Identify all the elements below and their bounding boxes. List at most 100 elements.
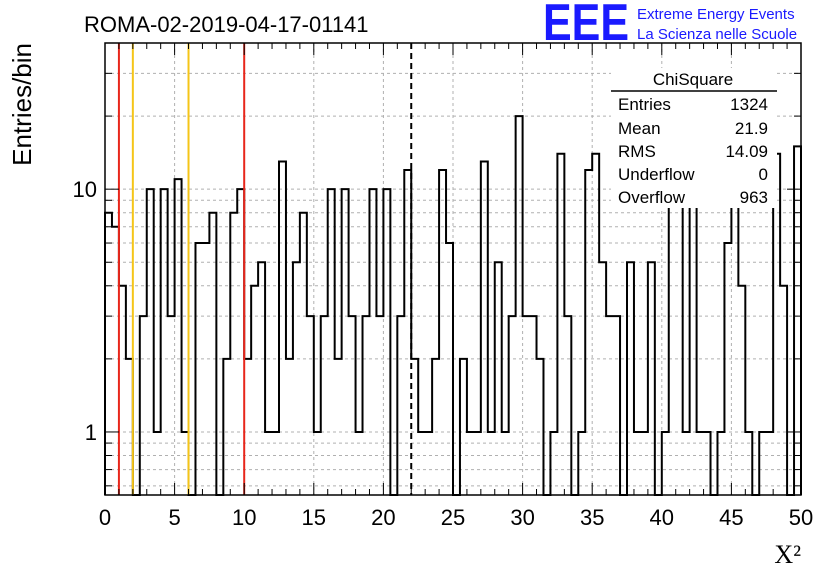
histogram-bin [418,432,425,495]
histogram-bin [383,189,390,495]
histogram-bin [209,213,216,495]
histogram-bin [578,432,585,495]
histogram-bin [495,262,502,495]
histogram-bin [780,286,787,495]
stat-label-overflow: Overflow [618,188,686,207]
histogram-bin [223,359,230,495]
histogram-bin [669,200,676,495]
histogram-bin [537,359,544,495]
histogram-bin [376,316,383,495]
histogram-bin [704,432,711,495]
histogram-bin [363,316,370,495]
histogram-bin [467,432,474,495]
stat-value-mean: 21.9 [735,119,768,138]
histogram-bin [641,432,648,495]
histogram-bin [244,359,251,495]
stats-box-background [611,68,777,208]
x-tick-label: 35 [580,505,604,530]
histogram-bin [175,179,182,495]
histogram-bin [509,316,516,495]
histogram-bin [439,170,446,495]
histogram-bin [432,359,439,495]
logo-line-2: La Scienza nelle Scuole [637,26,797,43]
histogram-bin [523,316,530,495]
histogram-bin [745,432,752,495]
histogram-bin [237,189,244,495]
histogram-bin [550,432,557,495]
y-tick-label: 1 [85,420,97,445]
stat-value-rms: 14.09 [725,142,768,161]
eee-logo-mark: EEE [543,0,629,52]
histogram-bin [404,170,411,495]
stat-label-underflow: Underflow [618,165,695,184]
logo-line-1: Extreme Energy Events [637,6,795,23]
x-tick-label: 30 [510,505,534,530]
histogram-bin [349,316,356,495]
histogram-bin [717,432,724,495]
histogram-bin [634,432,641,495]
histogram-bin [488,432,495,495]
histogram-bin [119,286,126,495]
histogram-bin [161,189,168,495]
histogram-bin [356,432,363,495]
histogram-bin [530,316,537,495]
histogram-bin [369,189,376,495]
reference-lines [117,43,413,495]
stat-value-entries: 1324 [730,95,768,114]
histogram-bin [251,286,258,495]
histogram-bin [460,359,467,495]
x-tick-label: 40 [650,505,674,530]
x-tick-label: 15 [302,505,326,530]
histogram-bin [697,432,704,495]
histogram-bin [307,316,314,495]
histogram-bin [683,432,690,495]
histogram-bin [265,432,272,495]
histogram-bin [286,359,293,495]
histogram-bin [676,189,683,495]
histogram-bin [335,359,342,495]
histogram-bin [516,116,523,495]
histogram-bin [662,432,669,495]
histogram-bin [314,432,321,495]
histogram-bin [446,243,453,495]
x-tick-label: 10 [232,505,256,530]
stat-value-overflow: 963 [740,188,768,207]
histogram-bin [648,262,655,495]
stats-title: ChiSquare [653,70,733,89]
histogram-bin [321,316,328,495]
stat-value-underflow: 0 [759,165,768,184]
y-tick-label: 10 [73,177,97,202]
histogram-bin [599,262,606,495]
x-tick-label: 25 [441,505,465,530]
histogram-bin [154,432,161,495]
histogram-bin [592,154,599,495]
histogram-bin [272,432,279,495]
stat-label-entries: Entries [618,95,671,114]
histogram-bin [411,359,418,495]
eee-logo: EEE Extreme Energy Events La Scienza nel… [543,0,797,52]
histogram-bin [168,316,175,495]
stats-box: ChiSquare Entries 1324 Mean 21.9 RMS 14.… [611,68,777,208]
x-tick-label: 0 [99,505,111,530]
histogram-bin [140,316,147,495]
histogram-bin [474,432,481,495]
histogram-bin [690,179,697,495]
histogram-bin [564,316,571,495]
histogram-bin [230,213,237,495]
histogram-bin [481,162,488,495]
histogram-bin [731,189,738,495]
histogram-bin [328,189,335,495]
run-title: ROMA-02-2019-04-17-01141 [84,12,369,37]
histogram-bin [606,316,613,495]
stat-label-rms: RMS [618,142,656,161]
histogram-bin [502,432,509,495]
histogram-bin [112,227,119,495]
histogram-bin [425,432,432,495]
x-axis-label: X² [774,540,801,569]
histogram-bin [557,154,564,495]
histogram-bin [397,316,404,495]
histogram-bin [105,213,112,495]
histogram-bin [147,189,154,495]
histogram-bin [766,432,773,495]
